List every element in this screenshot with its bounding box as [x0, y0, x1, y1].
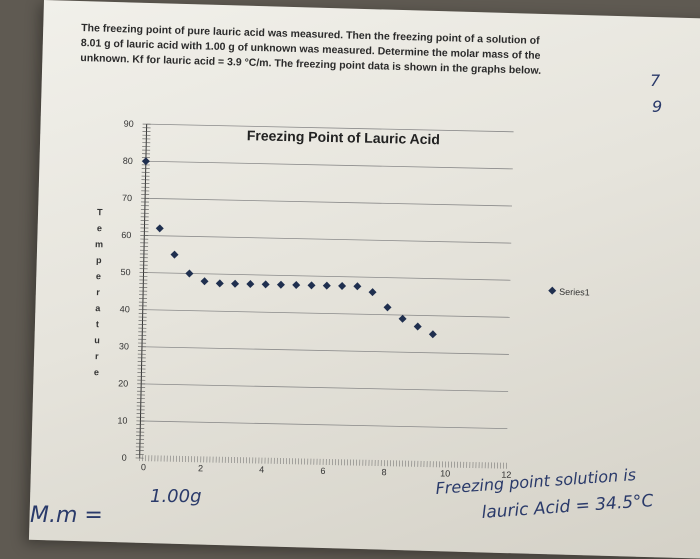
handwritten-top-right-2: 9: [652, 97, 662, 116]
handwritten-lauric-acid: lauric Acid = 34.5°C: [481, 491, 654, 523]
x-tick-label: 2: [198, 463, 203, 473]
data-point: [200, 277, 209, 286]
data-point: [276, 280, 285, 289]
y-tick-label: 70: [122, 193, 132, 203]
gridline-y-70: [145, 197, 513, 207]
data-point: [185, 269, 194, 278]
axes: [135, 123, 507, 469]
x-tick-labels: 0 2 4 6 8 10 12: [141, 462, 512, 480]
gridline-y-40: [142, 309, 510, 318]
y-tick-label: 10: [117, 415, 127, 425]
x-tick-label: 12: [501, 470, 511, 480]
y-tick-label: 0: [122, 453, 127, 463]
data-points: [141, 157, 437, 339]
legend-marker: [548, 286, 557, 295]
data-point: [322, 281, 331, 290]
x-tick-label: 0: [141, 462, 146, 472]
y-axis-label-letter: p: [96, 255, 102, 265]
y-axis-label-letter: a: [95, 303, 101, 313]
data-point: [413, 322, 422, 331]
gridline-y-50: [143, 272, 511, 281]
y-tick-label: 30: [119, 341, 129, 351]
freezing-point-chart: Freezing Point of Lauric Acid 0102030405…: [30, 71, 662, 525]
data-point: [155, 224, 164, 233]
data-point: [170, 250, 179, 259]
data-point: [398, 314, 407, 323]
y-axis-label-letter: r: [96, 287, 100, 297]
handwritten-freezing-solution: Freezing point solution is: [435, 465, 637, 498]
data-point: [368, 288, 377, 297]
y-tick-label: 20: [118, 378, 128, 388]
gridline-y-10: [140, 420, 508, 430]
gridline-y-20: [141, 383, 509, 392]
x-tick-label: 6: [320, 466, 325, 476]
y-axis-minor-ticks: [135, 123, 151, 459]
data-point: [292, 281, 301, 290]
y-tick-label: 60: [121, 230, 131, 240]
handwritten-mm: M.m =: [30, 503, 103, 525]
x-tick-label: 8: [381, 467, 386, 477]
legend-label: Series1: [559, 287, 590, 298]
gridline-y-80: [145, 160, 513, 170]
gridline-y-30: [141, 346, 509, 355]
data-point: [246, 280, 255, 289]
x-tick-label: 10: [440, 468, 450, 478]
x-axis-minor-ticks: [139, 455, 507, 469]
chart-title: Freezing Point of Lauric Acid: [247, 127, 440, 147]
y-axis-label-letter: e: [97, 223, 102, 233]
gridline-y-60: [144, 235, 512, 244]
y-tick-labels: 0 10 20 30 40 50 60 70 80 90: [117, 119, 134, 463]
y-axis-label-letter: e: [96, 271, 101, 281]
data-point: [261, 280, 270, 289]
y-axis-label-letter: u: [94, 335, 100, 345]
y-axis-label-letter: r: [95, 351, 99, 361]
handwritten-top-right-1: 7: [650, 71, 661, 90]
handwritten-mass: 1.00g: [150, 486, 202, 507]
y-axis-label-letter: t: [96, 319, 99, 329]
legend: Series1: [548, 286, 590, 298]
gridlines: [140, 123, 514, 430]
gridline-y-90: [146, 123, 514, 133]
y-tick-label: 90: [124, 119, 134, 129]
y-tick-label: 40: [120, 304, 130, 314]
data-point: [353, 282, 362, 291]
data-point: [307, 281, 316, 290]
y-axis-label-letter: e: [94, 367, 99, 377]
x-tick-label: 4: [259, 465, 264, 475]
y-axis-label-letter: T: [97, 207, 103, 217]
y-tick-label: 80: [123, 156, 133, 166]
data-point: [215, 279, 224, 288]
y-axis-label-letter: m: [95, 239, 103, 249]
data-point: [338, 281, 347, 290]
y-tick-label: 50: [120, 267, 130, 277]
data-point: [231, 279, 240, 288]
data-point: [428, 330, 437, 339]
data-point: [383, 303, 392, 312]
data-point: [141, 157, 150, 166]
